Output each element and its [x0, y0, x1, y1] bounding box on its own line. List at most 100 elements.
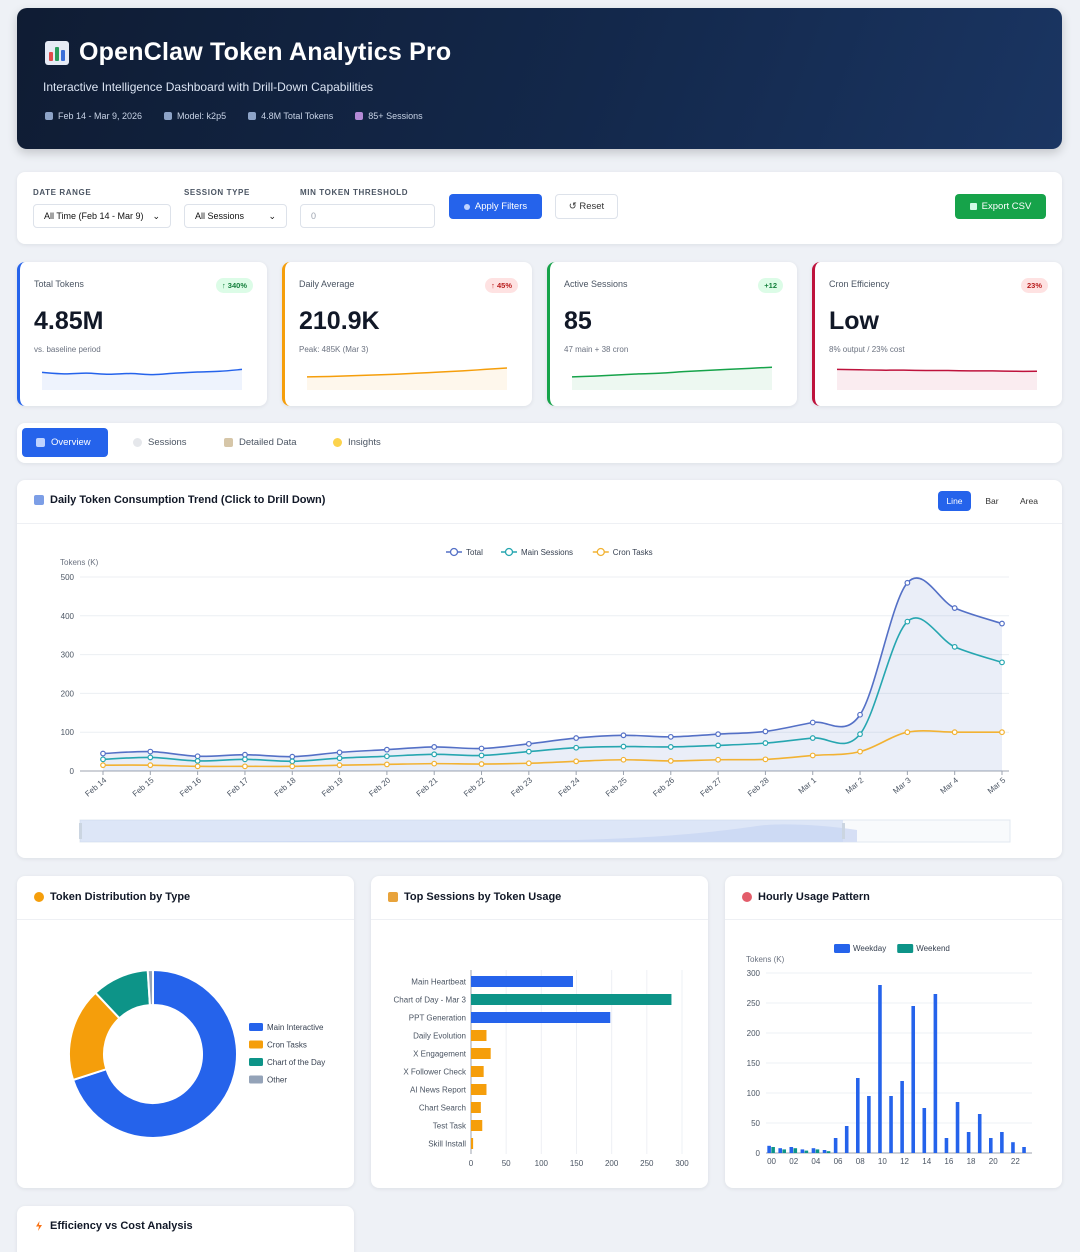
series-line: [102, 577, 1003, 758]
x-tick-label: 16: [944, 1157, 953, 1166]
data-point: [857, 748, 863, 755]
bar: [867, 1096, 871, 1153]
x-tick-label: Feb 18: [273, 775, 298, 798]
kpi-daily-average[interactable]: Daily Average ↑ 45% 210.9K Peak: 485K (M…: [282, 262, 532, 406]
y-tick-label: 500: [61, 573, 75, 582]
bar: [833, 1138, 838, 1153]
apply-filters-button[interactable]: Apply Filters: [449, 194, 542, 219]
data-point: [762, 728, 769, 735]
bar: [782, 1149, 786, 1153]
legend-label: Cron Tasks: [267, 1041, 307, 1050]
sparkline-area: [42, 369, 242, 390]
kpi-active-sessions[interactable]: Active Sessions +12 85 47 main + 38 cron: [547, 262, 797, 406]
y-tick-label: Chart Search: [419, 1104, 466, 1113]
header-meta: Feb 14 - Mar 9, 2026 Model: k2p5 4.8M To…: [45, 111, 423, 121]
pie-slice: [71, 968, 238, 1139]
tab-sessions[interactable]: Sessions: [119, 428, 201, 457]
reset-button[interactable]: ↺ Reset: [555, 194, 618, 219]
mode-area-button[interactable]: Area: [1020, 496, 1038, 506]
y-tick-label: 50: [751, 1119, 760, 1128]
data-point: [620, 756, 627, 763]
bar: [471, 1012, 611, 1023]
y-tick-label: 150: [747, 1059, 761, 1068]
mode-bar-button[interactable]: Bar: [985, 496, 999, 506]
x-tick-label: Feb 21: [415, 775, 440, 798]
kpi-change-badge: +12: [758, 278, 783, 293]
x-tick-label: Mar 1: [797, 775, 819, 795]
tab-insights[interactable]: Insights: [319, 428, 395, 457]
hourly-bar-chart[interactable]: Tokens (K) 0 50 100 150 200 250 300 00 02 04 06 08 10…: [725, 876, 1062, 1188]
y-tick-label: AI News Report: [410, 1086, 467, 1095]
y-axis-label: Tokens (K): [746, 955, 785, 964]
x-tick-label: Mar 4: [939, 775, 961, 795]
session-type-select[interactable]: All Sessions ⌄: [184, 204, 287, 228]
x-tick-label: Feb 20: [367, 775, 392, 798]
legend-label: Total: [466, 548, 483, 557]
data-point: [951, 729, 958, 736]
panel-divider: [725, 919, 1062, 920]
export-csv-button[interactable]: Export CSV: [955, 194, 1046, 219]
kpi-cron-efficiency[interactable]: Cron Efficiency 23% Low 8% output / 23% …: [812, 262, 1062, 406]
data-point: [857, 731, 863, 738]
trend-line-chart[interactable]: Tokens (K) 0 100 200 300 400 500 Feb 14 Feb 15 Fe…: [17, 480, 1062, 858]
data-point: [525, 760, 532, 767]
legend-swatch: [249, 1075, 263, 1084]
data-point: [620, 732, 627, 739]
download-icon: [969, 203, 977, 210]
top-sessions-bar-chart[interactable]: 0 50 100 150 200 250 300 Main Heartbeat Chart of…: [371, 876, 708, 1188]
data-point: [620, 743, 627, 750]
view-tabs: Overview Sessions Detailed Data Insights: [17, 423, 1062, 463]
y-tick-label: Skill Install: [428, 1140, 466, 1149]
tab-overview[interactable]: Overview: [22, 428, 108, 457]
kpi-change-badge: ↑ 45%: [485, 278, 518, 293]
chevron-down-icon: ⌄: [268, 210, 276, 221]
bar: [471, 1030, 487, 1041]
data-point: [999, 729, 1005, 736]
y-tick-label: 300: [747, 969, 761, 978]
kpi-sparkline: [571, 366, 773, 390]
data-point: [100, 756, 106, 763]
trend-chart-title: Daily Token Consumption Trend (Click to …: [34, 494, 325, 506]
data-point: [242, 756, 248, 763]
y-tick-label: 100: [747, 1089, 761, 1098]
tab-detailed-data[interactable]: Detailed Data: [210, 428, 311, 457]
sparkline-area: [572, 367, 772, 390]
data-point: [289, 763, 296, 770]
date-range-select[interactable]: All Time (Feb 14 - Mar 9) ⌄: [33, 204, 171, 228]
mode-line-button[interactable]: Line: [938, 491, 971, 511]
bar: [800, 1149, 805, 1153]
top-sessions-title: Top Sessions by Token Usage: [388, 891, 561, 903]
kpi-value: 85: [564, 307, 592, 335]
data-point: [147, 754, 154, 761]
disk-icon: [355, 112, 364, 120]
min-threshold-input[interactable]: 0: [300, 204, 435, 228]
y-tick-label: 300: [61, 651, 75, 660]
page-title: OpenClaw Token Analytics Pro: [79, 38, 452, 66]
bar: [878, 985, 882, 1153]
bar: [844, 1126, 849, 1153]
y-tick-label: Chart of Day - Mar 3: [394, 996, 467, 1005]
sparkline-line: [41, 368, 243, 376]
bar: [471, 1138, 474, 1149]
bar: [804, 1150, 809, 1153]
bulb-icon: [333, 438, 342, 447]
bar: [822, 1150, 827, 1153]
bar: [471, 1066, 484, 1077]
data-point: [857, 711, 863, 718]
x-tick-label: Feb 14: [83, 775, 108, 798]
y-tick-label: Main Heartbeat: [411, 978, 466, 987]
y-tick-label: 250: [747, 999, 761, 1008]
x-tick-label: 18: [967, 1157, 976, 1166]
legend-swatch: [897, 944, 914, 953]
data-point: [525, 748, 532, 755]
legend-marker: [449, 547, 459, 557]
x-tick-label: 300: [675, 1159, 689, 1168]
x-tick-label: 150: [570, 1159, 584, 1168]
legend-marker: [504, 547, 514, 557]
distribution-donut-chart[interactable]: Main Interactive Cron Tasks Chart of the D…: [17, 876, 354, 1188]
kpi-total-tokens[interactable]: Total Tokens ↑ 340% 4.85M vs. baseline p…: [17, 262, 267, 406]
clock-icon: [742, 892, 752, 902]
calendar-icon: [45, 112, 53, 120]
data-point: [573, 758, 580, 765]
x-tick-label: 00: [767, 1157, 776, 1166]
